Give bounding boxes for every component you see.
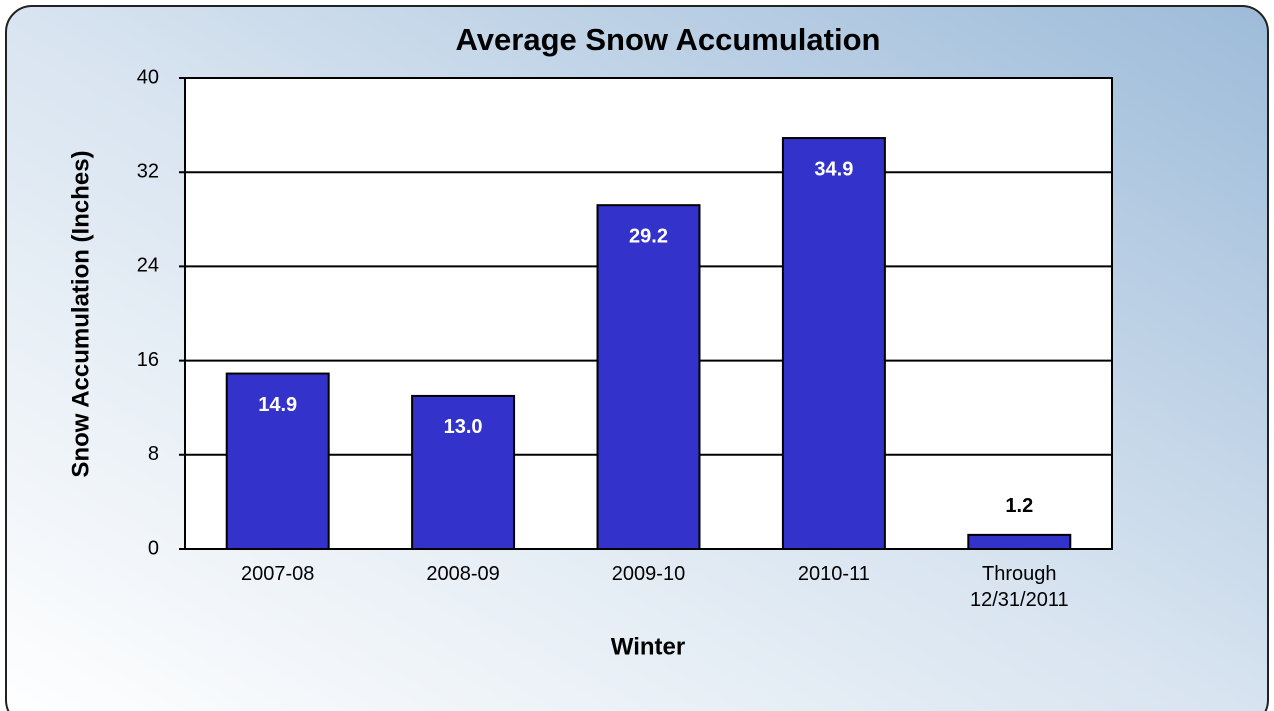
x-tick-label: Through 12/31/2011: [969, 563, 1069, 611]
bar: [225, 372, 330, 550]
data-label: 13.0: [444, 416, 483, 438]
y-tick-label: 8: [148, 443, 159, 465]
y-axis-title: Snow Accumulation (Inches): [67, 150, 94, 477]
bar: [596, 204, 701, 550]
y-tick-label: 32: [137, 160, 159, 182]
y-tick-label: 16: [137, 349, 159, 371]
bar: [967, 533, 1072, 550]
bar: [411, 394, 516, 550]
y-tick-label: 24: [137, 255, 159, 277]
y-tick-label: 0: [148, 537, 159, 559]
y-tick-label: 40: [137, 66, 159, 88]
data-label: 14.9: [258, 394, 297, 416]
data-label: 29.2: [629, 225, 668, 247]
data-label: 1.2: [1005, 495, 1033, 517]
x-tick-label: 2010-11: [797, 563, 870, 585]
x-axis-title: Winter: [611, 633, 685, 660]
bar: [781, 137, 886, 551]
chart-title: Average Snow Accumulation: [456, 22, 881, 57]
data-label: 34.9: [814, 158, 853, 180]
x-tick-label: 2009-10: [611, 563, 686, 585]
x-tick-label: 2007-08: [240, 563, 315, 585]
x-tick-label: 2008-09: [426, 563, 500, 585]
